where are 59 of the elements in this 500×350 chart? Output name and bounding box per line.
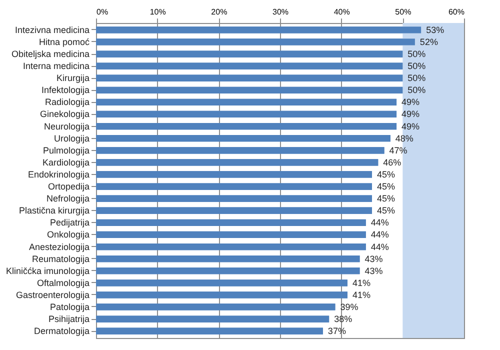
data-label: 38% <box>334 314 352 324</box>
y-tick-label: Dermatologija <box>34 326 90 336</box>
y-tick-label: Patologija <box>50 302 90 312</box>
x-tick-label: 60% <box>448 8 464 16</box>
data-label: 53% <box>426 24 444 35</box>
data-label: 50% <box>408 73 426 84</box>
x-tick-label: 20% <box>211 8 228 16</box>
data-label: 46% <box>383 157 402 168</box>
y-tick-label: Gastroenterologija <box>16 290 90 300</box>
y-tick-label: Intezivna medicina <box>14 24 90 35</box>
data-label: 44% <box>370 230 389 240</box>
data-label: 45% <box>377 206 396 216</box>
y-tick-label: Urologija <box>54 133 90 144</box>
data-label: 37% <box>328 326 346 336</box>
y-tick-label: Nefrologija <box>46 194 90 204</box>
y-tick-label: Reumatologija <box>32 254 90 264</box>
x-tick-label: 0% <box>96 8 108 16</box>
data-label: 48% <box>395 133 414 144</box>
y-tick-label: Infektologija <box>41 85 90 96</box>
x-tick-label: 30% <box>272 8 289 16</box>
y-tick-label: Plastična kirurgija <box>18 206 90 216</box>
y-tick-label: Kardiologija <box>42 157 90 168</box>
data-label: 41% <box>352 278 370 288</box>
x-tick-label: 40% <box>334 8 350 16</box>
data-label: 49% <box>402 121 420 132</box>
data-label: 43% <box>364 266 383 276</box>
x-tick-label: 10% <box>150 8 166 16</box>
y-tick-label: Oftalmologija <box>36 278 90 288</box>
y-tick-label: Ortopedija <box>48 182 90 192</box>
data-label: 50% <box>408 85 426 96</box>
y-tick-label: Interna medicina <box>22 61 90 72</box>
y-tick-label: Psihijatrija <box>48 314 90 324</box>
data-label: 50% <box>408 49 426 60</box>
data-label: 47% <box>389 145 408 156</box>
y-tick-label: Radiologija <box>44 97 90 108</box>
data-label: 43% <box>364 254 383 264</box>
data-label: 49% <box>402 97 420 108</box>
data-label: 44% <box>370 242 389 252</box>
y-tick-label: Ginekologija <box>40 109 90 120</box>
y-tick-label: Kliničćka imunologija <box>6 266 90 276</box>
data-label: 50% <box>408 61 426 72</box>
data-label: 45% <box>377 169 396 180</box>
y-tick-label: Pedijatrija <box>50 218 90 228</box>
data-label: 41% <box>352 290 370 300</box>
y-tick-label: Neurologija <box>44 121 90 132</box>
data-label: 39% <box>340 302 358 312</box>
y-tick-label: Endokrinologija <box>28 169 90 180</box>
x-tick-label: 50% <box>395 8 412 16</box>
data-label: 45% <box>377 182 396 192</box>
y-tick-label: Kirurgija <box>56 73 90 84</box>
data-label: 45% <box>377 194 396 204</box>
data-label: 52% <box>420 36 438 47</box>
data-label: 44% <box>370 218 389 228</box>
y-tick-label: Anesteziologija <box>28 242 90 252</box>
y-tick-label: Pulmologija <box>42 145 90 156</box>
data-label: 49% <box>402 109 420 120</box>
y-tick-label: Obiteljska medicina <box>11 49 90 60</box>
y-tick-label: Hitna pomoć <box>38 36 90 47</box>
y-tick-label: Onkologija <box>46 230 90 240</box>
